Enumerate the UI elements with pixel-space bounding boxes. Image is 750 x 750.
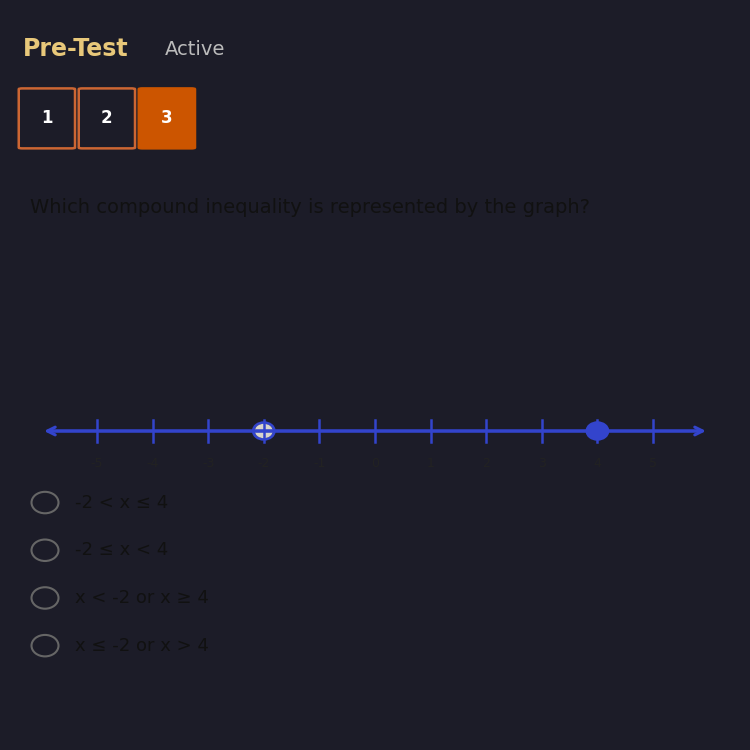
Text: 1: 1 (427, 457, 434, 470)
Text: -1: -1 (314, 457, 326, 470)
Text: Active: Active (165, 40, 225, 58)
Text: -2 < x ≤ 4: -2 < x ≤ 4 (75, 494, 168, 512)
Text: 1: 1 (41, 110, 53, 128)
Text: Pre-Test: Pre-Test (22, 38, 128, 62)
FancyBboxPatch shape (139, 88, 195, 148)
Text: -4: -4 (146, 457, 159, 470)
Circle shape (255, 424, 273, 438)
Text: -5: -5 (91, 457, 104, 470)
Text: 5: 5 (649, 457, 657, 470)
Text: -2 ≤ x < 4: -2 ≤ x < 4 (75, 542, 168, 560)
Text: -2: -2 (257, 457, 270, 470)
Text: x < -2 or x ≥ 4: x < -2 or x ≥ 4 (75, 589, 209, 607)
Text: -3: -3 (202, 457, 214, 470)
Text: 2: 2 (482, 457, 490, 470)
Text: 2: 2 (101, 110, 112, 128)
Text: x ≤ -2 or x > 4: x ≤ -2 or x > 4 (75, 637, 209, 655)
Text: 3: 3 (161, 110, 172, 128)
Text: Which compound inequality is represented by the graph?: Which compound inequality is represented… (30, 198, 590, 217)
Text: 4: 4 (593, 457, 602, 470)
Text: 3: 3 (538, 457, 546, 470)
Circle shape (587, 423, 608, 439)
Text: 0: 0 (371, 457, 379, 470)
